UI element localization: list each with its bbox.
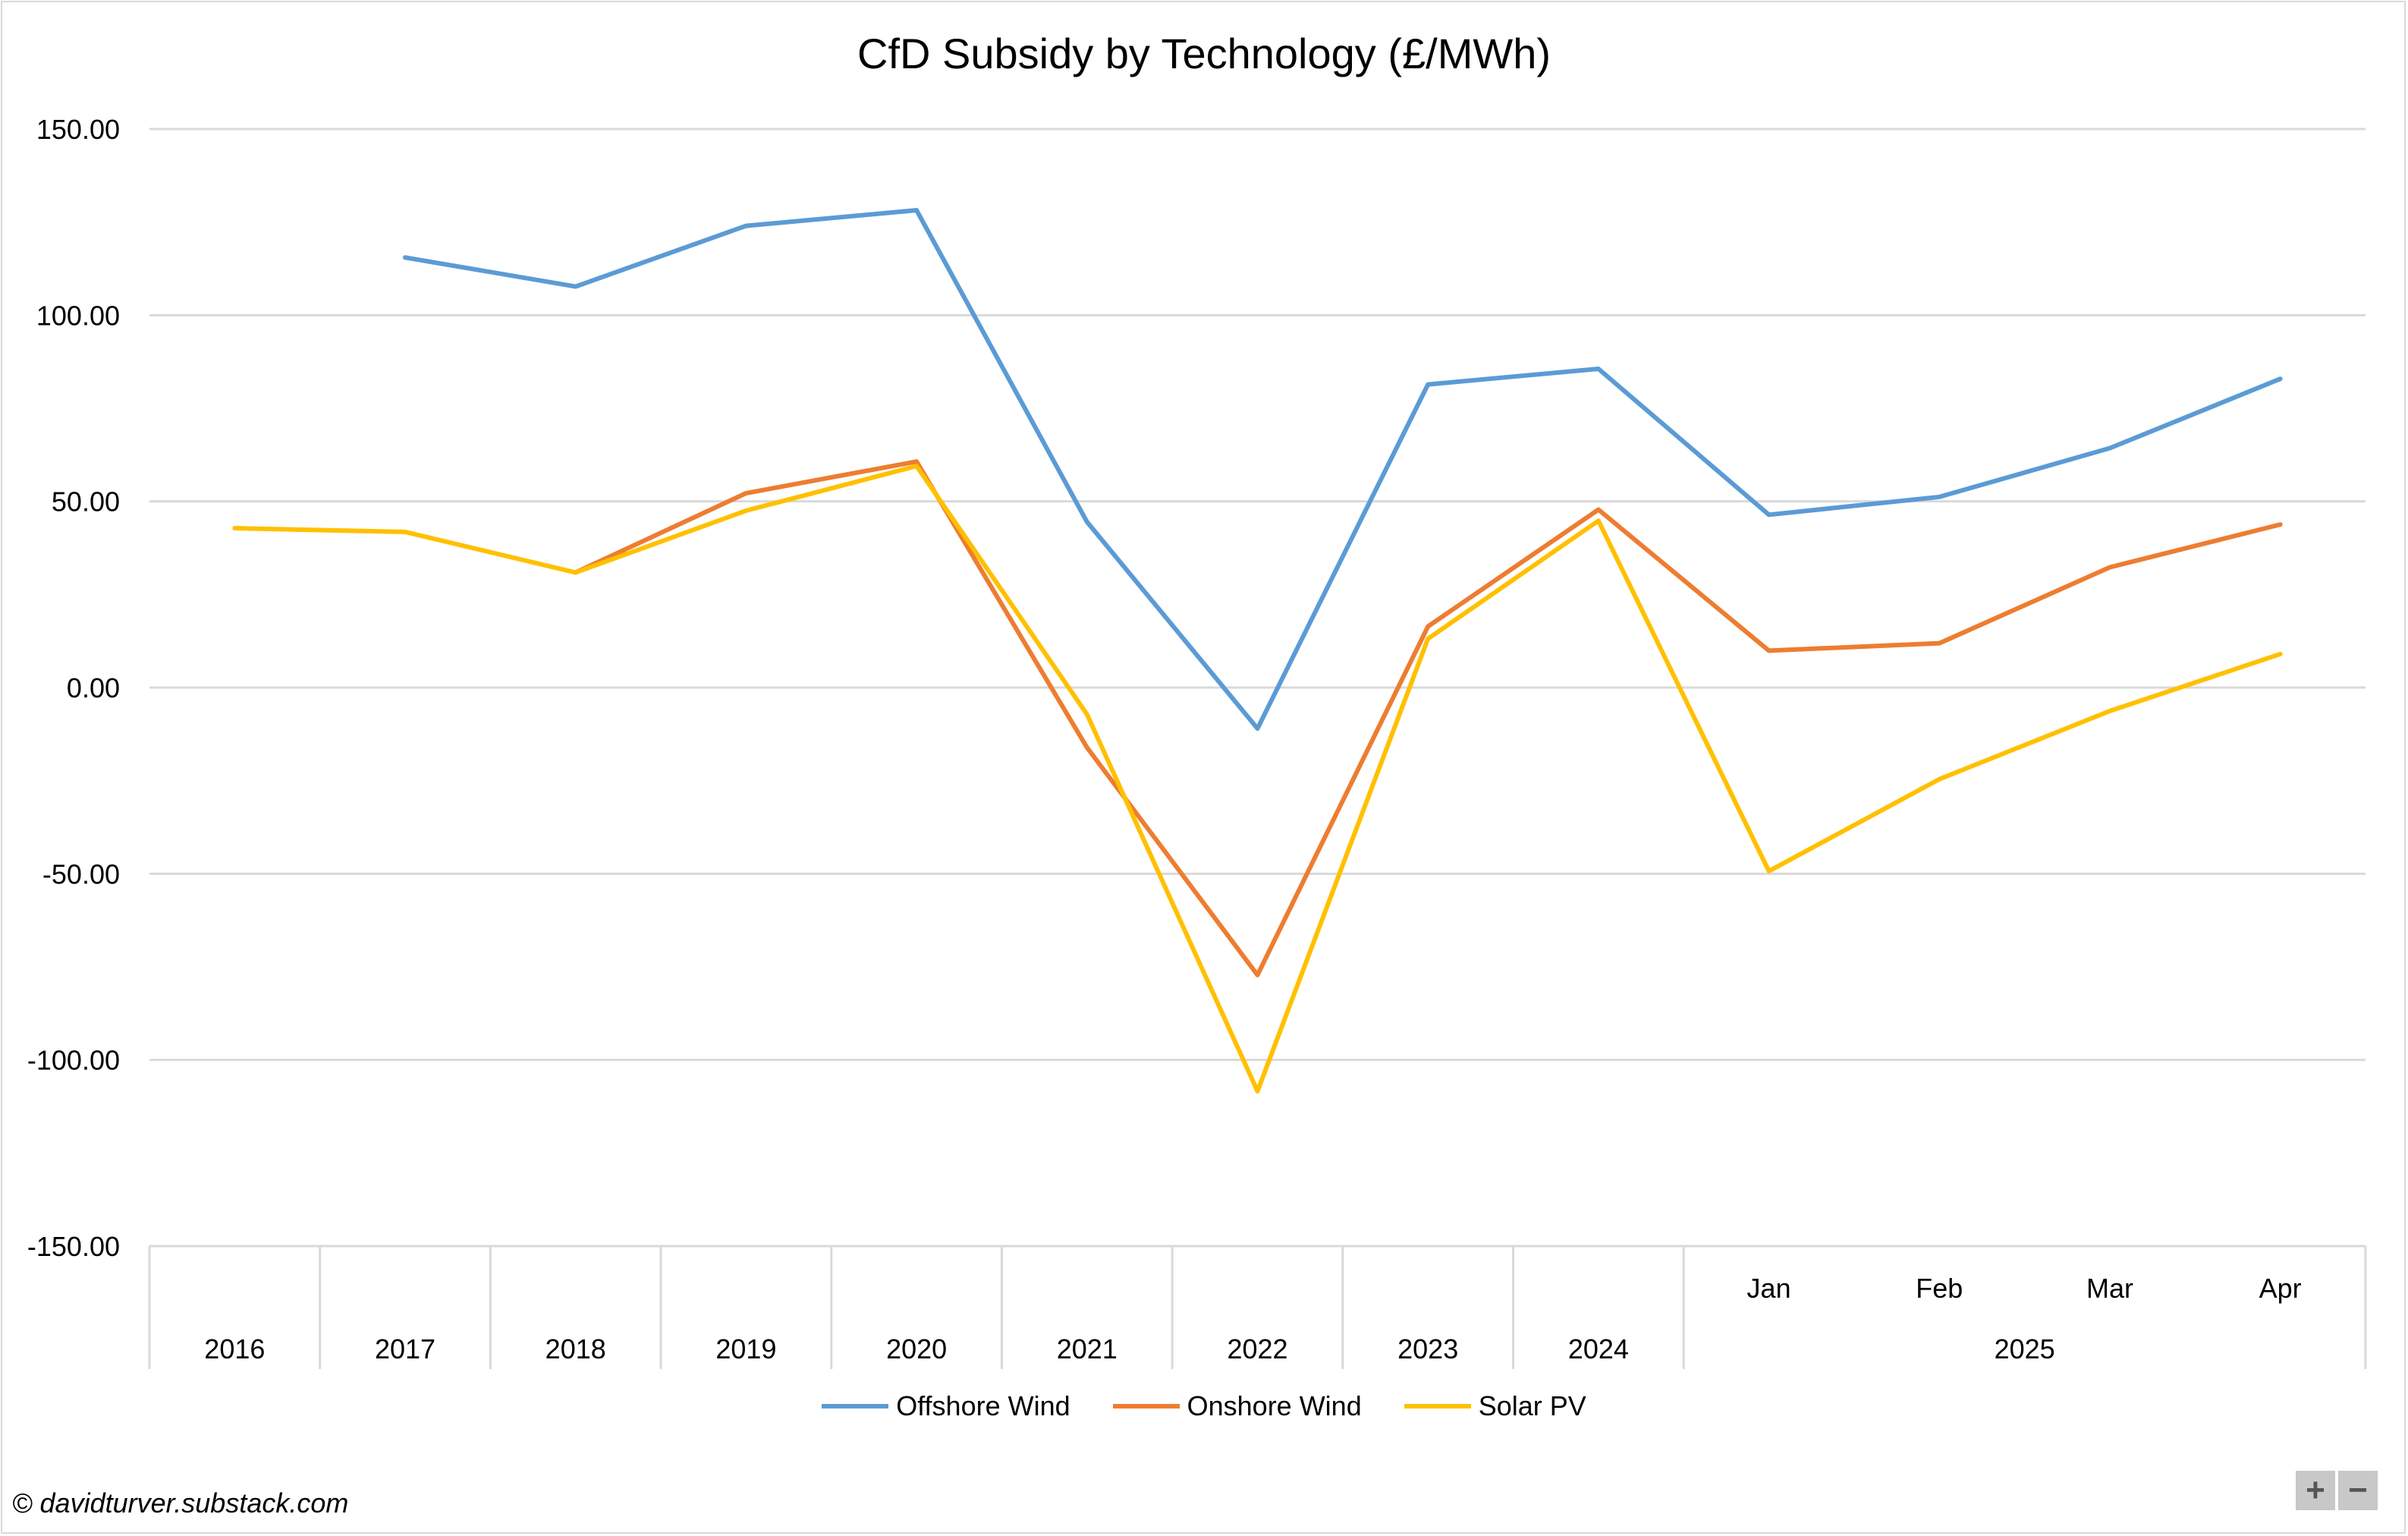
zoom-controls: + − [2296,1471,2378,1510]
x-tick-label: 2024 [1568,1333,1629,1364]
y-tick-label: -50.00 [42,858,120,889]
x-tick-label: Apr [2259,1273,2302,1304]
legend-swatch [1112,1404,1180,1409]
legend-swatch [1404,1404,1471,1409]
legend-label: Onshore Wind [1187,1390,1362,1421]
legend-label: Offshore Wind [896,1390,1070,1421]
legend-swatch [822,1404,889,1409]
x-tick-label: 2018 [545,1333,606,1364]
chart-legend: Offshore Wind Onshore Wind Solar PV [0,1390,2408,1422]
zoom-in-button[interactable]: + [2296,1471,2335,1510]
x-tick-label: 2023 [1397,1333,1458,1364]
series-line-onshore-wind [573,459,2283,977]
y-tick-label: -100.00 [27,1045,120,1076]
chart-title: CfD Subsidy by Technology (£/MWh) [857,30,1551,77]
y-tick-label: 50.00 [52,486,120,518]
y-tick-label: 0.00 [67,672,120,703]
x-tick-label: Feb [1916,1273,1963,1304]
x-tick-label: Mar [2086,1273,2133,1304]
y-tick-label: 100.00 [36,300,120,331]
x-tick-label: 2017 [375,1333,435,1364]
y-tick-label: -150.00 [27,1231,120,1262]
x-tick-label: 2020 [886,1333,947,1364]
x-tick-label: 2022 [1227,1333,1287,1364]
x-tick-label: 2021 [1057,1333,1118,1364]
x-group-label: 2025 [1995,1333,2055,1364]
legend-item: Offshore Wind [822,1390,1070,1422]
legend-label: Solar PV [1478,1390,1586,1421]
legend-item: Onshore Wind [1112,1390,1362,1422]
y-tick-label: 150.00 [36,114,120,145]
legend-item: Solar PV [1404,1390,1586,1422]
zoom-out-button[interactable]: − [2338,1471,2378,1510]
x-tick-label: 2019 [715,1333,776,1364]
x-tick-label: Jan [1747,1273,1791,1304]
x-tick-label: 2016 [204,1333,265,1364]
footer-credit: © davidturver.substack.com [12,1487,349,1519]
series-line-offshore-wind [403,208,2283,731]
series-line-solar-pv [232,464,2283,1094]
